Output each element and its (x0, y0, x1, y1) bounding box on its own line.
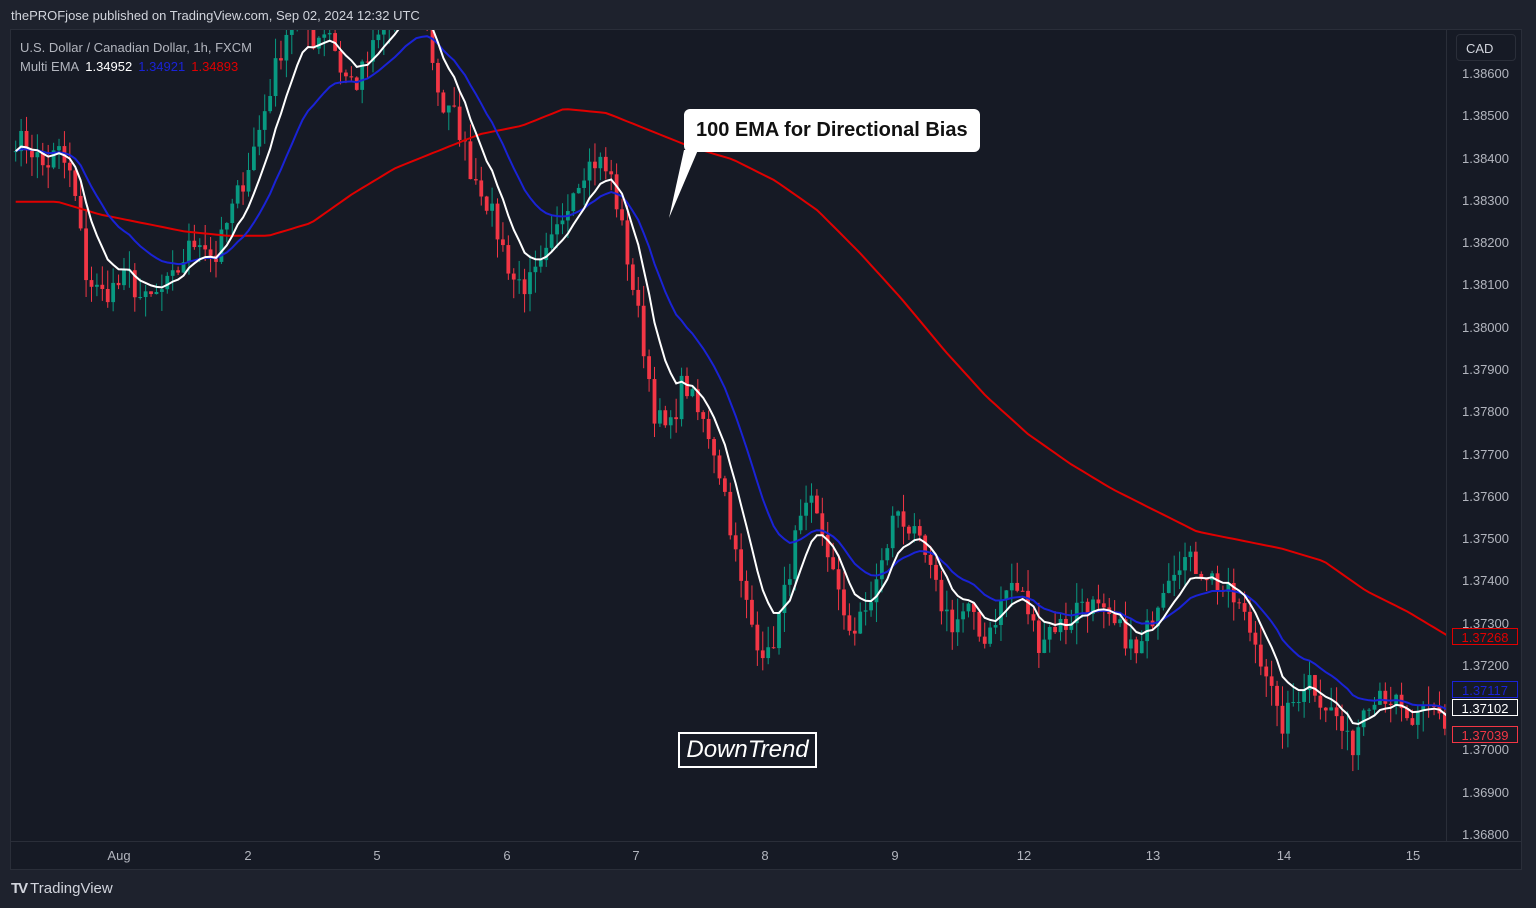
ema-callout[interactable]: 100 EMA for Directional Bias (684, 109, 980, 152)
price-badge: 1.37039 (1452, 726, 1518, 743)
price-badge: 1.37268 (1452, 628, 1518, 645)
published-header: thePROFjose published on TradingView.com… (11, 8, 420, 23)
time-label: 7 (632, 848, 640, 863)
price-tick: 1.38000 (1462, 319, 1509, 335)
time-label: 8 (761, 848, 769, 863)
time-label: 15 (1405, 848, 1421, 863)
time-label: Aug (107, 848, 131, 863)
ema-slow-value: 1.34893 (191, 59, 239, 74)
price-tick: 1.37200 (1462, 657, 1509, 673)
time-axis[interactable] (10, 841, 1522, 870)
indicator-name: Multi EMA (20, 59, 80, 74)
footer-brand[interactable]: TV TradingView (11, 880, 113, 897)
chart-legend: U.S. Dollar / Canadian Dollar, 1h, FXCM … (20, 38, 252, 76)
tradingview-logo-icon: TV (11, 880, 28, 897)
price-tick: 1.37900 (1462, 361, 1509, 377)
ema-mid-value: 1.34921 (138, 59, 186, 74)
price-tick: 1.38400 (1462, 150, 1509, 166)
currency-button[interactable]: CAD (1456, 34, 1516, 61)
price-tick: 1.38100 (1462, 277, 1509, 293)
price-tick: 1.37500 (1462, 531, 1509, 547)
price-tick: 1.37800 (1462, 404, 1509, 420)
price-tick: 1.37400 (1462, 573, 1509, 589)
price-tick: 1.37000 (1462, 742, 1509, 758)
indicator-legend[interactable]: Multi EMA 1.34952 1.34921 1.34893 (20, 57, 252, 76)
price-tick: 1.36900 (1462, 784, 1509, 800)
price-tick: 1.38300 (1462, 192, 1509, 208)
time-label: 13 (1145, 848, 1161, 863)
price-axis[interactable] (1446, 29, 1523, 841)
price-tick: 1.38600 (1462, 66, 1509, 81)
price-tick: 1.36800 (1462, 827, 1509, 842)
price-tick: 1.37600 (1462, 488, 1509, 504)
time-label: 2 (244, 848, 252, 863)
time-label: 5 (373, 848, 381, 863)
price-badge: 1.37102 (1452, 699, 1518, 716)
brand-name: TradingView (30, 880, 113, 897)
time-label: 9 (891, 848, 899, 863)
time-label: 6 (503, 848, 511, 863)
ema-fast-value: 1.34952 (85, 59, 133, 74)
price-tick: 1.37300 (1462, 615, 1509, 631)
price-tick: 1.38500 (1462, 108, 1509, 124)
candlestick-plot[interactable] (11, 30, 1447, 842)
price-tick: 1.37700 (1462, 446, 1509, 462)
price-tick: 1.38200 (1462, 235, 1509, 251)
symbol-title[interactable]: U.S. Dollar / Canadian Dollar, 1h, FXCM (20, 40, 252, 55)
time-label: 12 (1016, 848, 1032, 863)
callout-pointer (669, 150, 698, 218)
downtrend-label[interactable]: DownTrend (678, 732, 817, 768)
price-badge: 1.37117 (1452, 681, 1518, 698)
time-label: 14 (1276, 848, 1292, 863)
chart-frame[interactable] (10, 29, 1522, 870)
